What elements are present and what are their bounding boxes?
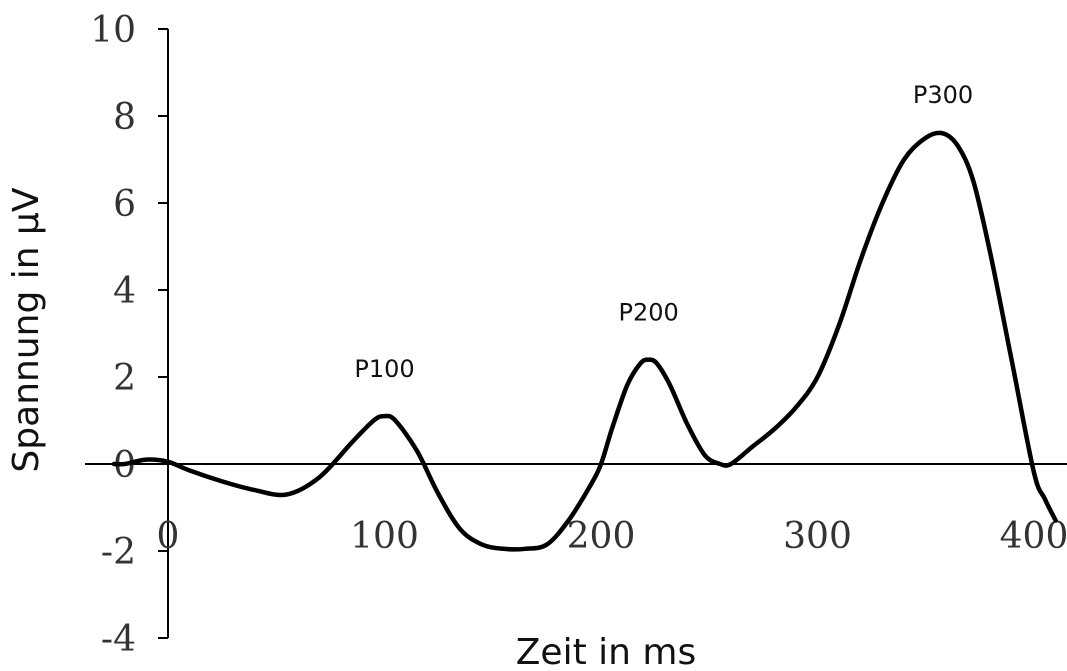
x-tick-label: 0 <box>157 516 180 557</box>
series-line <box>111 130 1058 552</box>
y-tick-label: 10 <box>90 10 136 51</box>
axes-group <box>85 28 1067 639</box>
peak-label: P200 <box>618 298 678 326</box>
y-tick-label: 2 <box>113 358 136 399</box>
plot-area <box>111 130 1058 552</box>
peak-label: P100 <box>354 355 414 383</box>
y-tick-label: 6 <box>113 184 136 225</box>
y-tick-label: -2 <box>101 532 136 573</box>
y-tick-label: 8 <box>113 97 136 138</box>
peak-label: P300 <box>913 81 973 109</box>
y-tick-label: 4 <box>113 271 136 312</box>
x-tick-label: 100 <box>350 516 419 557</box>
y-tick-label: -4 <box>101 619 136 660</box>
y-axis-title: Spannung in µV <box>6 187 47 472</box>
x-tick-label: 400 <box>1000 516 1067 557</box>
x-tick-label: 300 <box>783 516 852 557</box>
x-tick-label: 200 <box>567 516 636 557</box>
annotations-group: P100 P200 P300 <box>354 81 973 383</box>
x-axis-title: Zeit in ms <box>516 632 696 671</box>
